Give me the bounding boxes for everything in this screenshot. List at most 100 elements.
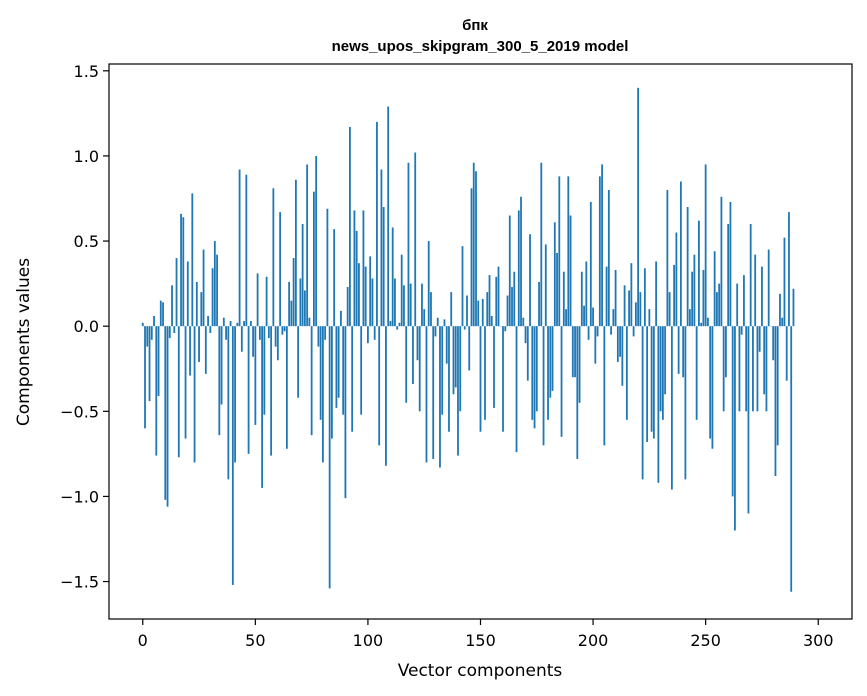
bar — [716, 292, 718, 327]
bar — [731, 326, 734, 497]
bar — [171, 285, 173, 327]
bar — [616, 326, 619, 362]
bar — [711, 326, 714, 449]
bar — [781, 317, 784, 327]
y-axis-label: Components values — [14, 258, 34, 426]
bar — [598, 176, 601, 327]
bar — [234, 326, 236, 463]
bar — [299, 278, 302, 327]
bar — [182, 217, 185, 327]
bar — [670, 326, 673, 490]
bar — [387, 106, 390, 327]
bar — [553, 222, 556, 327]
bar — [222, 317, 225, 327]
bar — [650, 326, 653, 432]
bar — [412, 326, 414, 385]
x-tick-label: 150 — [465, 631, 496, 650]
bar — [254, 326, 257, 425]
bar — [484, 326, 486, 420]
x-axis: 0 50 100 150 200 250 300 — [138, 619, 834, 650]
bar — [443, 319, 446, 327]
bar — [569, 215, 572, 327]
x-tick-label: 50 — [245, 631, 265, 650]
bar — [734, 326, 736, 531]
bar — [310, 326, 313, 436]
bar — [301, 224, 304, 327]
bar — [632, 326, 635, 337]
bar — [225, 326, 227, 340]
bar — [571, 326, 574, 378]
bar — [405, 326, 408, 403]
bar — [702, 270, 705, 327]
bar — [475, 171, 477, 327]
bar — [587, 326, 590, 340]
bar — [652, 326, 655, 439]
bar — [614, 270, 617, 327]
y-tick-label: −0.5 — [60, 402, 99, 421]
bar — [738, 326, 741, 412]
bar — [198, 326, 200, 362]
bar — [668, 292, 671, 327]
bar — [213, 241, 216, 327]
bar — [745, 326, 748, 412]
bar — [358, 263, 360, 327]
y-tick-label: 1.5 — [74, 62, 99, 81]
bar — [317, 326, 320, 347]
bar — [610, 326, 612, 335]
bar — [369, 256, 372, 327]
bar — [218, 326, 221, 436]
bar — [752, 326, 754, 412]
bar — [785, 326, 788, 381]
bar — [364, 266, 367, 327]
bar — [220, 326, 223, 405]
bar — [621, 326, 624, 386]
bar — [792, 288, 795, 327]
bar — [655, 261, 658, 327]
bar — [540, 162, 543, 327]
bar — [576, 326, 579, 459]
bar — [180, 213, 182, 327]
bar — [382, 207, 385, 327]
bar — [258, 326, 261, 340]
bar — [767, 249, 770, 327]
y-axis: −1.5 −1.0 −0.5 0.0 0.5 1.0 1.5 — [60, 62, 109, 592]
bar — [195, 281, 198, 327]
bar — [240, 326, 243, 352]
bar — [472, 162, 475, 327]
chart-title: бпк — [462, 17, 488, 34]
bar — [695, 326, 698, 420]
bar — [144, 326, 146, 429]
x-tick-label: 0 — [138, 631, 148, 650]
bar — [675, 232, 678, 327]
bar — [432, 326, 435, 459]
bar — [470, 188, 473, 327]
bar — [349, 126, 351, 327]
bar — [236, 322, 239, 327]
bar — [292, 258, 295, 327]
bar — [367, 326, 369, 344]
bar — [285, 326, 288, 449]
bar — [538, 281, 540, 327]
bar — [583, 305, 585, 327]
bar — [601, 164, 603, 327]
bar — [216, 254, 218, 327]
bar — [556, 252, 558, 327]
bar — [459, 326, 462, 412]
bar — [661, 326, 664, 420]
bar — [385, 326, 387, 466]
bar — [666, 189, 669, 327]
bar — [605, 266, 608, 327]
bar — [439, 326, 441, 468]
bar — [265, 276, 268, 327]
bar — [765, 326, 768, 412]
bar — [340, 310, 342, 327]
bar — [279, 212, 282, 327]
bar — [276, 326, 279, 361]
bar — [531, 326, 534, 420]
bar — [184, 326, 187, 439]
bar — [342, 326, 345, 415]
bar — [450, 292, 453, 327]
bar — [263, 326, 266, 415]
bar — [657, 326, 660, 483]
bar — [227, 326, 230, 480]
